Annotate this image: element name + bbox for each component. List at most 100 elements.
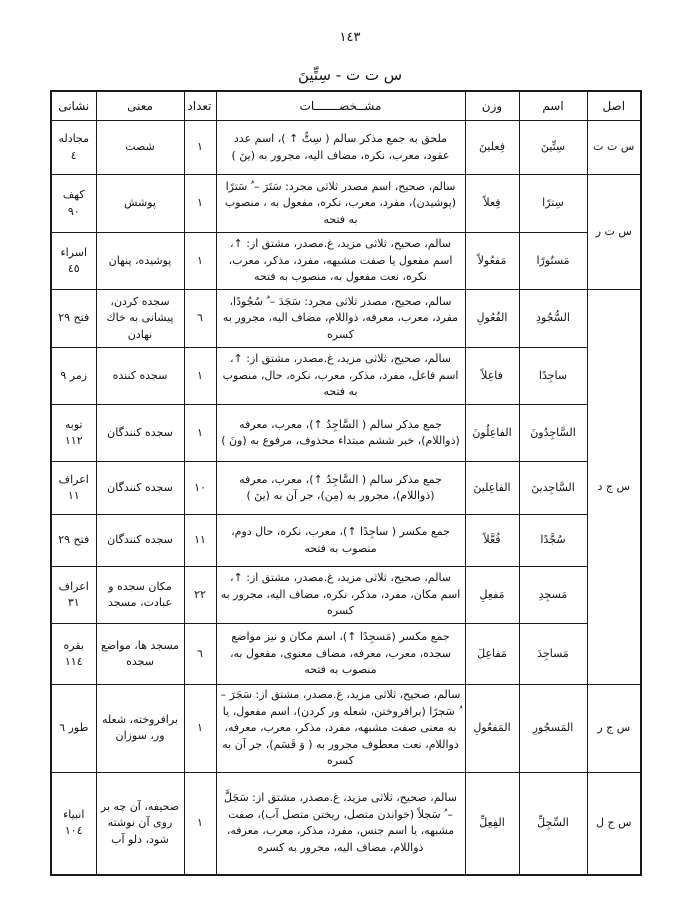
details-cell: سالم، صحيح، ثلاثى مزيد، غ.مصدر، مشتق از:… <box>215 684 466 773</box>
root-cell: س ت ت <box>586 120 642 175</box>
details-cell: سالم، صحيح، ثلاثى مزيد، غ.مصدر، مشتق از:… <box>215 347 466 405</box>
meaning-cell: صحيفه، آن چه بر روى آن نوشته شود، دلو آب <box>95 771 185 876</box>
pattern-cell: فُعَّلاً <box>464 514 520 567</box>
details-cell: سالم، صحيح، ثلاثى مزيد، غ.مصدر، مشتق از:… <box>215 566 466 624</box>
count-cell: ١ <box>183 120 217 175</box>
table-row: س ت ت سِتِّينَ فِعلينَ ملحق به جمع مذكر … <box>50 120 642 175</box>
count-cell: ١٠ <box>183 461 217 515</box>
noun-cell: مَسجِدِ <box>518 566 588 624</box>
table-row: مَستُورًا مَفعُولاً سالم، صحيح، ثلاثى مز… <box>50 232 641 290</box>
meaning-cell: سجده كنندگان <box>95 461 185 515</box>
reference-cell: مجادله ٤ <box>50 120 97 175</box>
table-row: س ت ر سِترًا فِعلاً سالم، صحيح، اسم مصدر… <box>50 174 642 290</box>
noun-cell: السَّاجِدينَ <box>518 461 588 515</box>
meaning-cell: مكان سجده و عبادت، مسجد <box>95 566 185 624</box>
noun-cell: سِترًا <box>518 174 588 233</box>
count-cell: ١ <box>183 347 217 405</box>
pattern-cell: فاعِلاً <box>464 347 520 405</box>
details-cell: جمع مكسر ( ساجِدًا ↑)، معرب، نكره، حال د… <box>215 514 466 567</box>
details-cell: سالم، صحيح، مصدر ثلاثى مجرد: سَجَدَ – ُ … <box>215 289 466 348</box>
meaning-cell: سجده كنندگان <box>95 514 185 567</box>
table-row: سُجَّدًا فُعَّلاً جمع مكسر ( ساجِدًا ↑)،… <box>50 514 641 567</box>
count-cell: ١ <box>183 771 217 876</box>
details-cell: سالم، صحيح، ثلاثى مزيد، غ.مصدر، مشتق از:… <box>215 232 466 290</box>
noun-cell: السِّجِلِّ <box>518 771 588 876</box>
table-row: س ج ل السِّجِلِّ الفِعِلِّ سالم، صحيح، ث… <box>50 771 642 876</box>
pattern-cell: فِعلينَ <box>464 120 520 175</box>
details-cell: سالم، صحيح، ثلاثى مزيد، غ.مصدر، مشتق از:… <box>215 771 466 876</box>
col-header-esm: اسم <box>518 90 588 121</box>
count-cell: ١ <box>183 684 217 773</box>
count-cell: ١ <box>183 174 217 233</box>
table-row: س ج ر المَسجُورِ المَفعُولِ سالم، صحيح، … <box>50 684 642 773</box>
root-cell: س ت ر <box>586 174 642 290</box>
morphology-table: اصل اسم وزن مشــخصـــــــات تعداد معنى ن… <box>50 90 642 876</box>
noun-cell: ساجِدًا <box>518 347 588 405</box>
pattern-cell: الفِعِلِّ <box>464 771 520 876</box>
details-cell: ملحق به جمع مذكر سالم ( سِتٌّ ↑ )، اسم ع… <box>215 120 466 175</box>
table-row: السَّاجِدينَ الفاعِلينَ جمع مذكر سالم ( … <box>50 461 641 515</box>
noun-cell: سِتِّينَ <box>518 120 588 175</box>
noun-cell: سُجَّدًا <box>518 514 588 567</box>
page-title: س ت ت - سِتِّينَ <box>297 66 403 84</box>
details-cell: جمع مكسر (مَسجِدًا ↑)، اسم مكان و نيز مو… <box>215 623 466 685</box>
noun-cell: السَّاجِدُونَ <box>518 404 588 462</box>
table-row: ساجِدًا فاعِلاً سالم، صحيح، ثلاثى مزيد، … <box>50 347 641 405</box>
col-header-tedad: تعداد <box>183 90 217 121</box>
meaning-cell: سجده كردن، پيشانى به خاك نهادن <box>95 289 185 348</box>
details-cell: جمع مذكر سالم ( السَّاجِدُ ↑)، معرب، معر… <box>215 461 466 515</box>
noun-cell: السُّجُودِ <box>518 289 588 348</box>
col-header-vazn: وزن <box>464 90 520 121</box>
reference-cell: طور ٦ <box>50 684 97 773</box>
count-cell: ٦ <box>183 623 217 685</box>
pattern-cell: مَفعُولاً <box>464 232 520 290</box>
col-header-moshakhasat: مشــخصـــــــات <box>215 90 466 121</box>
count-cell: ٢٢ <box>183 566 217 624</box>
meaning-cell: شصت <box>95 120 185 175</box>
col-header-asl: اصل <box>586 90 642 121</box>
meaning-cell: سجده كننده <box>95 347 185 405</box>
table-row: السَّاجِدُونَ الفاعِلُونَ جمع مذكر سالم … <box>50 404 641 462</box>
reference-cell: اعراف ٣١ <box>50 566 97 624</box>
root-cell: س ج د <box>586 289 642 685</box>
root-cell: س ج ر <box>586 684 642 773</box>
root-cell: س ج ل <box>586 771 642 876</box>
col-header-mani: معنى <box>95 90 185 121</box>
table-row: مَسجِدِ مَفعِلِ سالم، صحيح، ثلاثى مزيد، … <box>50 566 641 624</box>
reference-cell: فتح ٢٩ <box>50 289 97 348</box>
page-number: ١٤٣ <box>339 30 361 45</box>
pattern-cell: مَفعِلِ <box>464 566 520 624</box>
reference-cell: انبياء ١٠٤ <box>50 771 97 876</box>
pattern-cell: المَفعُولِ <box>464 684 520 773</box>
col-header-neshani: نشانى <box>50 90 97 121</box>
details-cell: جمع مذكر سالم ( السَّاجِدُ ↑)، معرب، معر… <box>215 404 466 462</box>
meaning-cell: مسجد ها، مواضع سجده <box>95 623 185 685</box>
reference-cell: زمر ٩ <box>50 347 97 405</box>
noun-cell: مَساجِدَ <box>518 623 588 685</box>
count-cell: ١ <box>183 404 217 462</box>
reference-cell: اعراف ١١ <box>50 461 97 515</box>
noun-cell: مَستُورًا <box>518 232 588 290</box>
count-cell: ٦ <box>183 289 217 348</box>
pattern-cell: فِعلاً <box>464 174 520 233</box>
reference-cell: اسراء ٤٥ <box>50 232 97 290</box>
meaning-cell: سجده كنندگان <box>95 404 185 462</box>
table-row: س ج د السُّجُودِ الفُعُولِ سالم، صحيح، م… <box>50 289 642 685</box>
reference-cell: كهف ٩٠ <box>50 174 97 233</box>
table-header-row: اصل اسم وزن مشــخصـــــــات تعداد معنى ن… <box>50 90 642 121</box>
details-cell: سالم، صحيح، اسم مصدر ثلاثى مجرد: سَتَرَ … <box>215 174 466 233</box>
reference-cell: توبه ١١٢ <box>50 404 97 462</box>
reference-cell: بقره ١١٤ <box>50 623 97 685</box>
table-row: مَساجِدَ مَفاعِلَ جمع مكسر (مَسجِدًا ↑)،… <box>50 623 641 685</box>
noun-cell: المَسجُورِ <box>518 684 588 773</box>
reference-cell: فتح ٢٩ <box>50 514 97 567</box>
count-cell: ١١ <box>183 514 217 567</box>
pattern-cell: الفُعُولِ <box>464 289 520 348</box>
pattern-cell: الفاعِلُونَ <box>464 404 520 462</box>
pattern-cell: مَفاعِلَ <box>464 623 520 685</box>
count-cell: ١ <box>183 232 217 290</box>
meaning-cell: پوشش <box>95 174 185 233</box>
pattern-cell: الفاعِلينَ <box>464 461 520 515</box>
meaning-cell: پوشيده، پنهان <box>95 232 185 290</box>
